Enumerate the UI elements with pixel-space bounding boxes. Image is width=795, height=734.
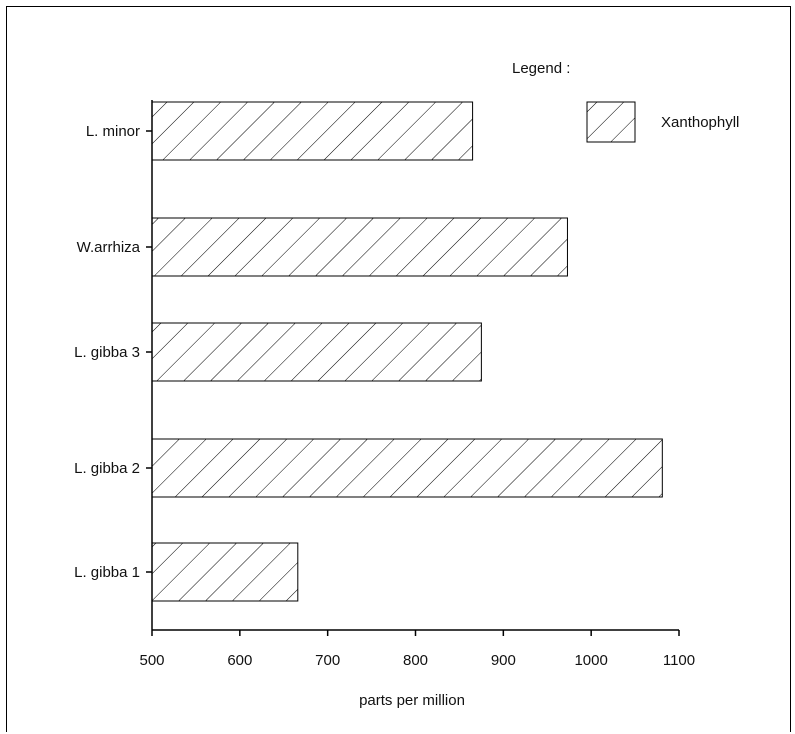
legend-label-xanthophyll: Xanthophyll	[661, 114, 739, 131]
category-label: L. gibba 3	[74, 344, 140, 361]
bar-l-minor	[151, 101, 474, 161]
bar-w-arrhiza	[151, 217, 568, 277]
x-tick-label: 900	[491, 652, 516, 669]
legend-swatch	[586, 101, 636, 143]
category-label: L. minor	[86, 123, 140, 140]
x-tick-label: 700	[315, 652, 340, 669]
x-tick-label: 1100	[663, 652, 695, 669]
category-label: L. gibba 2	[74, 460, 140, 477]
bar-l-gibba-2	[151, 438, 663, 498]
x-axis-label: parts per million	[359, 692, 465, 709]
x-tick-label: 600	[227, 652, 252, 669]
bar-l-gibba-3	[151, 322, 482, 382]
category-labels: L. minor W.arrhiza L. gibba 3 L. gibba 2 L. …	[74, 123, 141, 581]
x-ticks: 500 600 700 800 900 1000 1100	[139, 130, 695, 669]
category-label: L. gibba 1	[74, 564, 140, 581]
bars-layer	[151, 101, 663, 602]
chart-frame	[6, 6, 791, 732]
x-tick-label: 1000	[574, 652, 607, 669]
x-tick-label: 800	[403, 652, 428, 669]
x-tick-label: 500	[139, 652, 164, 669]
legend: Legend : Xanthophyll	[512, 60, 739, 143]
category-label: W.arrhiza	[77, 239, 141, 256]
legend-title: Legend :	[512, 60, 570, 77]
bar-l-gibba-1	[151, 542, 299, 602]
